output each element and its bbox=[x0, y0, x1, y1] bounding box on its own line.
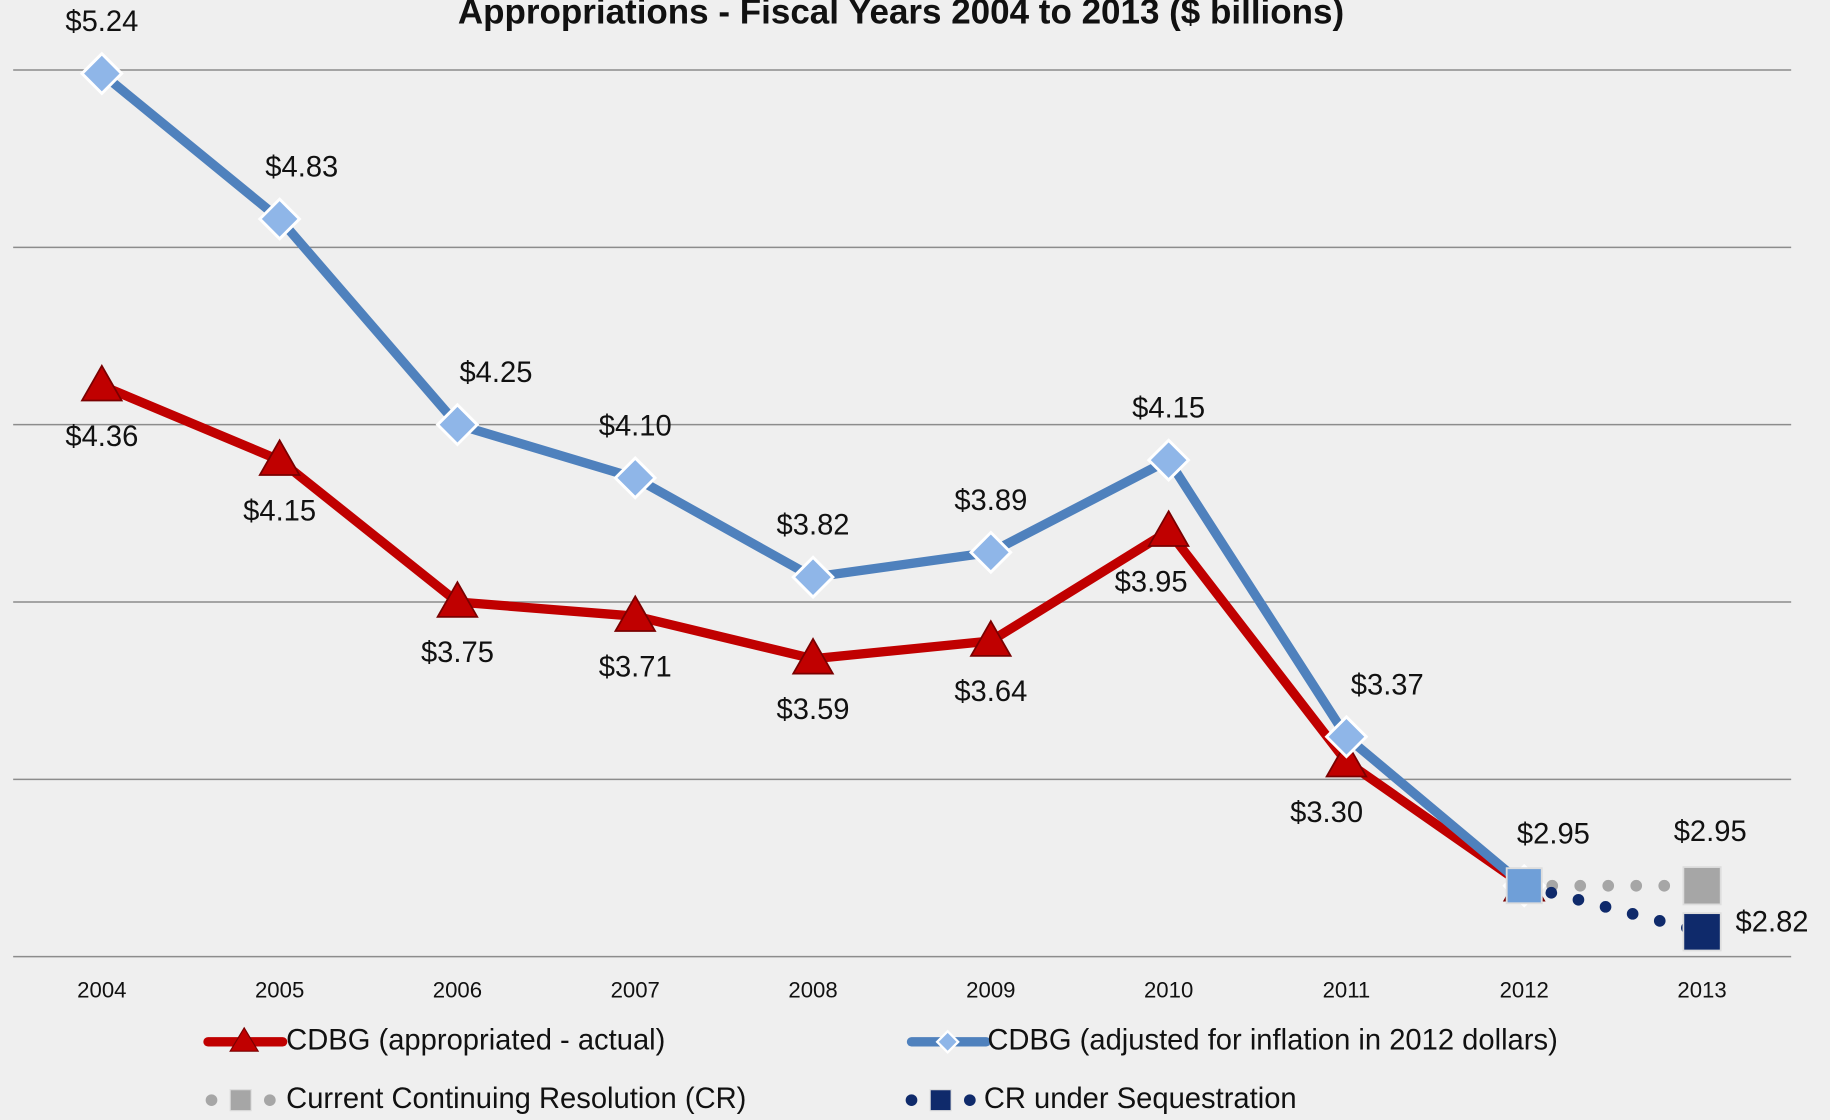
data-label: $3.64 bbox=[954, 676, 1027, 708]
data-label: $4.10 bbox=[599, 410, 672, 442]
x-tick-label: 2010 bbox=[1144, 978, 1193, 1003]
data-label: $3.71 bbox=[599, 651, 672, 683]
marker bbox=[257, 197, 302, 241]
data-label: $3.89 bbox=[954, 485, 1027, 517]
data-label: $3.75 bbox=[421, 637, 494, 669]
legend-label: CR under Sequestration bbox=[984, 1083, 1297, 1115]
lines bbox=[98, 69, 1708, 938]
marker bbox=[791, 555, 835, 600]
legend-marker bbox=[229, 1089, 252, 1112]
legend-marker bbox=[935, 1029, 960, 1054]
marker bbox=[1682, 866, 1722, 906]
data-label: $3.37 bbox=[1351, 669, 1424, 701]
data-label: $4.36 bbox=[65, 421, 138, 453]
legend-item: CR under Sequestration bbox=[905, 1083, 1297, 1115]
x-tick-label: 2009 bbox=[966, 978, 1015, 1003]
marker bbox=[1505, 867, 1543, 905]
marker bbox=[1682, 912, 1722, 952]
marker bbox=[258, 438, 301, 476]
legend-dot bbox=[264, 1094, 276, 1106]
legend-dot bbox=[905, 1094, 918, 1106]
legend-label: CDBG (adjusted for inflation in 2012 dol… bbox=[987, 1025, 1557, 1057]
series-line bbox=[98, 69, 1528, 890]
marker bbox=[1147, 509, 1190, 547]
marker bbox=[1324, 714, 1369, 759]
markers bbox=[79, 51, 1722, 952]
legend-label: Current Continuing Resolution (CR) bbox=[286, 1083, 746, 1115]
legend-item: CDBG (adjusted for inflation in 2012 dol… bbox=[906, 1025, 1558, 1057]
data-label: $5.24 bbox=[65, 6, 138, 38]
marker bbox=[1146, 438, 1191, 483]
x-tick-label: 2007 bbox=[611, 978, 660, 1003]
marker bbox=[613, 594, 657, 632]
grid: 2004 2005 2006 2007 2008 2009 2010 2011 2012 2013 bbox=[13, 69, 1792, 1003]
marker bbox=[791, 637, 835, 675]
data-label: $3.59 bbox=[777, 694, 850, 726]
legend-label: CDBG (appropriated - actual) bbox=[286, 1025, 665, 1057]
x-tick-label: 2008 bbox=[788, 978, 837, 1003]
marker bbox=[968, 530, 1013, 575]
marker bbox=[80, 364, 124, 402]
legend-marker bbox=[229, 1026, 260, 1052]
legend: CDBG (appropriated - actual) CDBG (adjust… bbox=[203, 1025, 1558, 1115]
marker bbox=[79, 51, 124, 96]
x-tick-label: 2005 bbox=[255, 978, 304, 1003]
data-label: $2.82 bbox=[1736, 906, 1809, 938]
chart-title: Appropriations - Fiscal Years 2004 to 20… bbox=[458, 0, 1344, 31]
marker bbox=[436, 580, 479, 618]
marker bbox=[435, 402, 480, 447]
marker bbox=[969, 619, 1013, 657]
data-label: $3.95 bbox=[1115, 566, 1188, 598]
data-label: $4.15 bbox=[243, 495, 316, 527]
marker bbox=[1325, 740, 1368, 778]
data-label: $4.15 bbox=[1132, 393, 1205, 425]
data-label: $3.30 bbox=[1290, 797, 1363, 829]
labels: $4.36 $4.15 $3.75 $3.71 $3.59 $3.64 $3.95 $3.30… bbox=[65, 6, 1808, 938]
x-tick-label: 2013 bbox=[1677, 978, 1726, 1003]
legend-dot bbox=[964, 1094, 976, 1106]
x-tick-label: 2012 bbox=[1500, 978, 1549, 1003]
data-label: $2.95 bbox=[1517, 818, 1590, 850]
legend-dot bbox=[205, 1094, 218, 1106]
legend-item: CDBG (appropriated - actual) bbox=[203, 1025, 665, 1057]
marker bbox=[613, 455, 658, 500]
data-label: $2.95 bbox=[1674, 816, 1747, 848]
data-label: $3.82 bbox=[777, 510, 850, 542]
legend-item: Current Continuing Resolution (CR) bbox=[205, 1083, 746, 1115]
x-tick-label: 2011 bbox=[1323, 978, 1371, 1003]
x-tick-label: 2004 bbox=[77, 978, 126, 1003]
data-label: $4.25 bbox=[459, 357, 532, 389]
data-label: $4.83 bbox=[265, 151, 338, 183]
series-line bbox=[1518, 879, 1708, 938]
x-tick-label: 2006 bbox=[433, 978, 482, 1003]
legend-marker bbox=[929, 1089, 952, 1112]
